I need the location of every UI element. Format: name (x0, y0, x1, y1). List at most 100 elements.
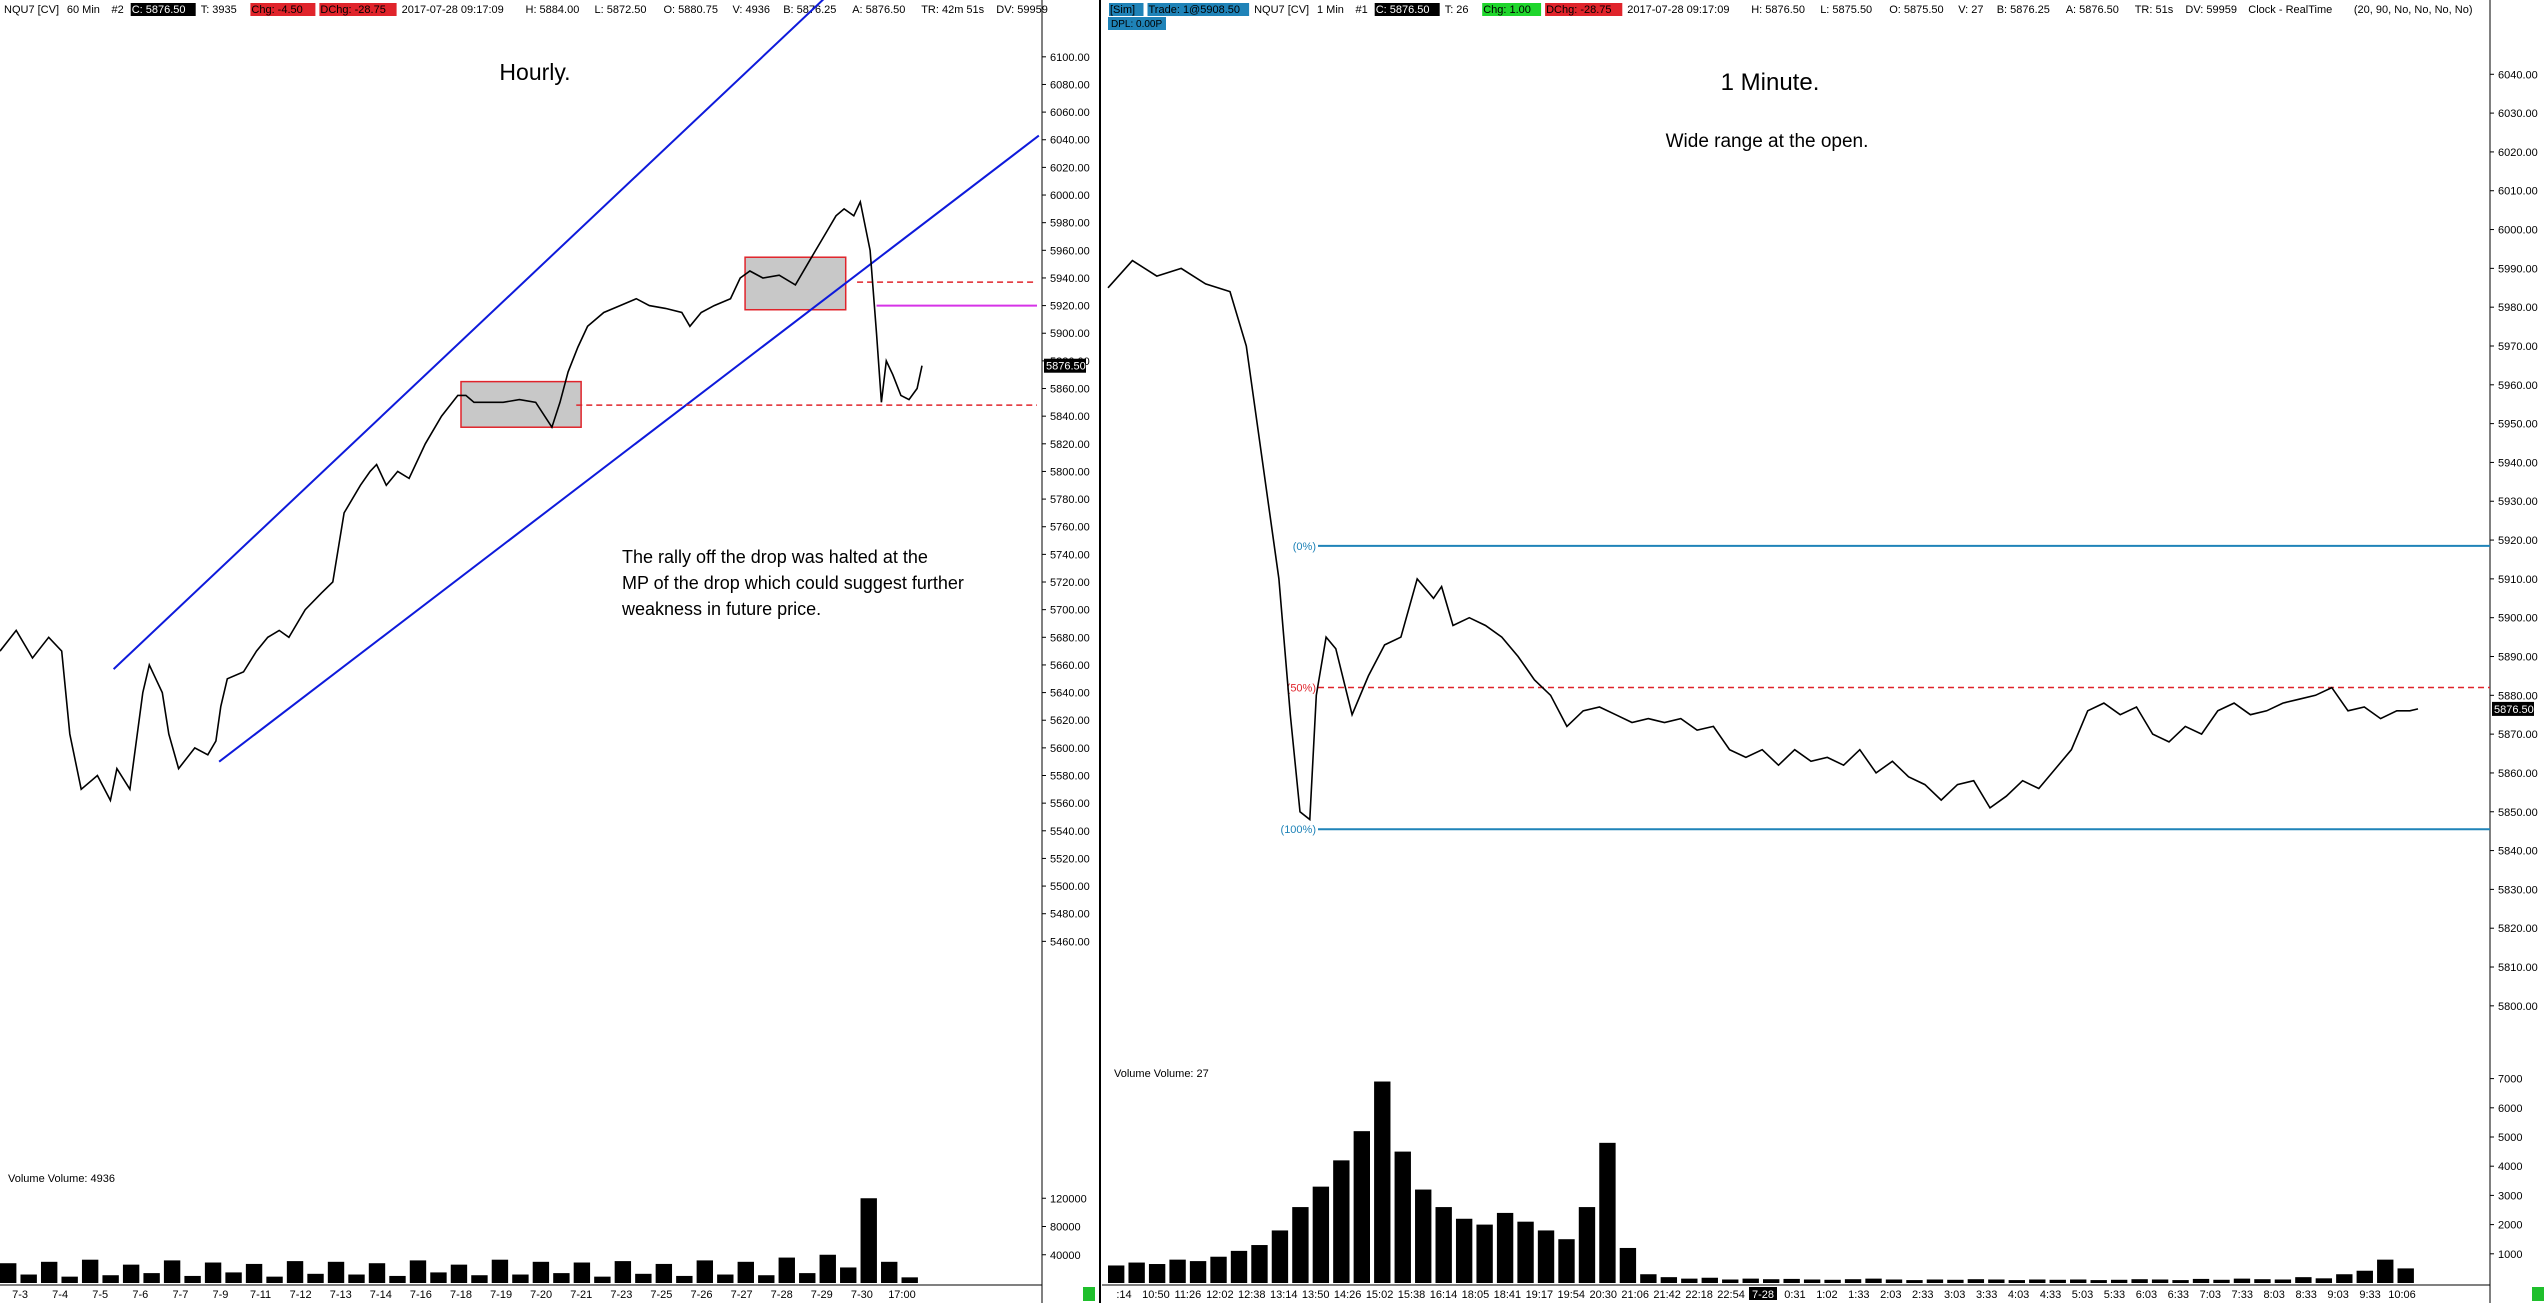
right-header-ticks: T: 26 (1445, 4, 1469, 16)
left-header-dv: DV: 59959 (996, 4, 1048, 16)
y-tick-label: 6100.00 (1050, 52, 1090, 64)
y-tick-label: 5900.00 (2498, 613, 2538, 625)
volume-bar (2315, 1278, 2333, 1283)
volume-bar (2377, 1259, 2394, 1283)
volume-tick-label: 6000 (2498, 1103, 2522, 1115)
volume-bar (1947, 1279, 1964, 1283)
annotation-line: The rally off the drop was halted at the (622, 547, 928, 567)
left-header-datetime: 2017-07-28 09:17:09 (402, 4, 504, 16)
y-tick-label: 5980.00 (1050, 218, 1090, 230)
right-chart-title: 1 Minute. (1721, 69, 1820, 96)
volume-bar (1312, 1186, 1330, 1283)
x-tick-label: 14:26 (1334, 1289, 1362, 1301)
left-header-low: L: 5872.50 (595, 4, 647, 16)
y-tick-label: 6040.00 (1050, 135, 1090, 147)
x-tick-label: :14 (1116, 1289, 1131, 1301)
volume-bar (204, 1262, 222, 1283)
right-header-bid: B: 5876.25 (1997, 4, 2050, 16)
right-header-params: (20, 90, No, No, No, No) (2354, 4, 2473, 16)
y-tick-label: 5540.00 (1050, 826, 1090, 838)
volume-bar (1292, 1207, 1309, 1283)
right-header-clock: Clock - RealTime (2248, 4, 2332, 16)
trend-channel-line[interactable] (112, 0, 939, 670)
volume-bar (225, 1272, 242, 1283)
volume-bar (1742, 1278, 1759, 1283)
x-tick-label: 10:06 (2388, 1289, 2416, 1301)
trend-channel-line[interactable] (218, 134, 1040, 763)
left-header-dchg-badge (319, 3, 397, 16)
x-tick-label: 6:03 (2136, 1289, 2157, 1301)
y-tick-label: 6020.00 (2498, 147, 2538, 159)
y-tick-label: 5950.00 (2498, 419, 2538, 431)
volume-bar (1967, 1279, 1985, 1283)
y-tick-label: 5980.00 (2498, 302, 2538, 314)
right-volume-label: Volume Volume: 27 (1114, 1068, 1209, 1080)
right-dpl-badge: DPL: 0.00P (1108, 17, 1166, 30)
left-header-chg: Chg: -4.50 (251, 4, 302, 16)
price-series-line[interactable] (1107, 259, 2419, 822)
x-tick-label: 6:33 (2168, 1289, 2189, 1301)
volume-tick-label: 80000 (1050, 1222, 1081, 1234)
volume-bar (778, 1257, 795, 1283)
y-tick-label: 5480.00 (1050, 909, 1090, 921)
x-tick-label: 9:03 (2327, 1289, 2348, 1301)
volume-bar (409, 1260, 427, 1283)
volume-bar (1558, 1239, 1575, 1283)
price-series-line[interactable] (0, 199, 923, 803)
right-header-panel-no: #1 (1356, 4, 1368, 16)
volume-bar (840, 1267, 857, 1283)
consolidation-box[interactable] (460, 380, 582, 428)
volume-bar (2110, 1279, 2128, 1283)
x-tick-label: 7-28 (1752, 1289, 1774, 1301)
current-price-badge (1044, 358, 1086, 373)
y-tick-label: 5860.00 (1050, 384, 1090, 396)
volume-bar (2049, 1279, 2066, 1283)
volume-bar (1415, 1189, 1432, 1283)
y-tick-label: 5890.00 (2498, 652, 2538, 664)
annotation-line: MP of the drop which could suggest furth… (622, 573, 964, 593)
x-tick-label: 8:33 (2295, 1289, 2316, 1301)
volume-bar (1496, 1212, 1514, 1283)
y-tick-label: 5970.00 (2498, 341, 2538, 353)
x-tick-label: 7-26 (691, 1289, 713, 1301)
volume-bar (2254, 1279, 2271, 1283)
x-tick-label: 7-13 (330, 1289, 352, 1301)
right-chart-panel[interactable]: DPL: 0.00P 1 Minute. Wide range at the o… (1102, 0, 2544, 1303)
annotation-line: weakness in future price. (621, 599, 821, 619)
volume-bar (491, 1259, 509, 1283)
volume-tick-label: 7000 (2498, 1074, 2522, 1086)
volume-bar (1230, 1250, 1248, 1283)
volume-bar (553, 1273, 570, 1283)
volume-bar (327, 1261, 345, 1283)
left-header-bid: B: 5876.25 (783, 4, 836, 16)
volume-bar (717, 1274, 734, 1283)
volume-bar (1189, 1261, 1207, 1283)
x-tick-label: 5:03 (2072, 1289, 2093, 1301)
right-header-symbol: NQU7 [CV] (1254, 4, 1309, 16)
x-tick-label: 12:38 (1238, 1289, 1266, 1301)
y-tick-label: 5520.00 (1050, 853, 1090, 865)
volume-bar (1701, 1277, 1718, 1283)
left-header-interval: 60 Min (67, 4, 100, 16)
volume-tick-label: 2000 (2498, 1220, 2522, 1232)
x-tick-label: 7-12 (290, 1289, 312, 1301)
right-header-datetime: 2017-07-28 09:17:09 (1627, 4, 1729, 16)
volume-bar (1353, 1131, 1370, 1283)
right-header-dv: DV: 59959 (2185, 4, 2237, 16)
y-tick-label: 5720.00 (1050, 577, 1090, 589)
volume-tick-label: 4000 (2498, 1161, 2522, 1173)
left-chart-panel[interactable]: Hourly. The rally off the drop was halte… (0, 0, 1095, 1303)
volume-bar (1169, 1259, 1186, 1283)
current-price-label: 5876.50 (2494, 704, 2534, 716)
volume-bar (430, 1272, 447, 1283)
volume-bar (40, 1261, 58, 1283)
x-tick-label: 7-20 (530, 1289, 552, 1301)
y-tick-label: 5460.00 (1050, 936, 1090, 948)
x-tick-label: 3:03 (1944, 1289, 1965, 1301)
x-tick-label: 11:26 (1175, 1289, 1202, 1301)
volume-bar (2029, 1279, 2046, 1283)
volume-bar (1824, 1279, 1841, 1283)
volume-bar (1681, 1278, 1698, 1283)
x-tick-label: 15:38 (1398, 1289, 1426, 1301)
